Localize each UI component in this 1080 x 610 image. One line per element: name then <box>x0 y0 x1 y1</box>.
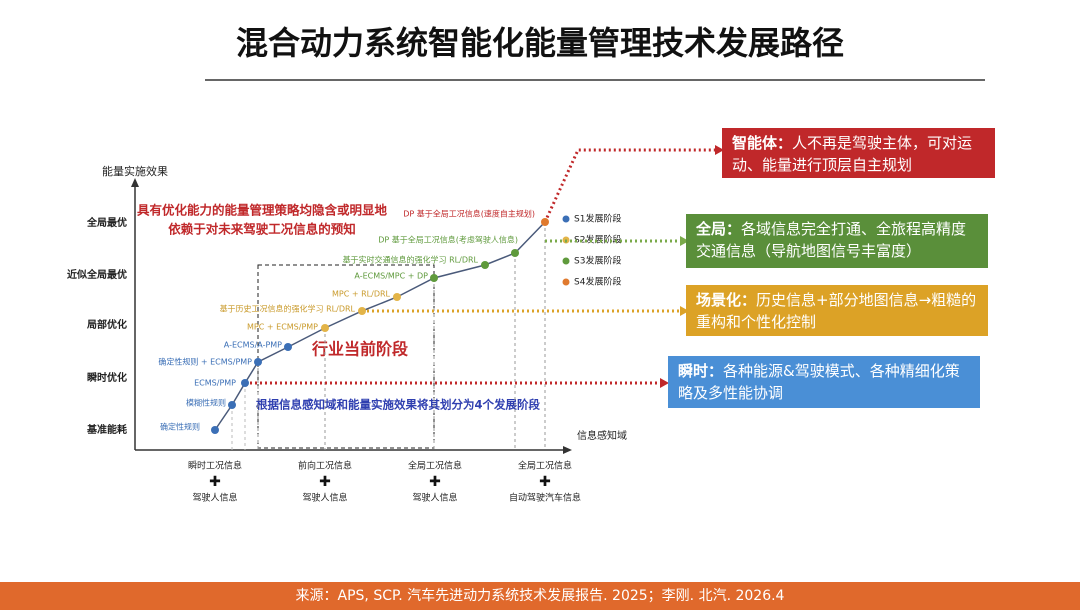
legend-label: S3发展阶段 <box>574 255 621 267</box>
x-group-top: 瞬时工况信息 <box>188 460 242 472</box>
y-axis-label: 能量实施效果 <box>102 164 168 178</box>
box-text: 各种能源&驾驶模式、各种精细化策略及多性能协调 <box>678 362 960 402</box>
plus: ✚ <box>209 474 221 490</box>
point <box>211 426 219 434</box>
point-label: 基于实时交通信息的强化学习 RL/DRL <box>343 255 479 265</box>
point-label: 确定性规则 + ECMS/PMP <box>158 357 252 367</box>
point <box>241 379 249 387</box>
arrow-head <box>680 236 689 246</box>
arrow-head <box>715 145 724 155</box>
stage-note: 根据信息感知域和能量实施效果将其划分为4个发展阶段 <box>256 398 540 412</box>
point <box>430 274 438 282</box>
info-box: 场景化：历史信息+部分地图信息→粗糙的重构和个性化控制 <box>686 285 988 336</box>
point <box>541 218 549 226</box>
box-text: 人不再是驾驶主体，可对运动、能量进行顶层自主规划 <box>732 134 973 174</box>
plus: ✚ <box>429 474 441 490</box>
x-group-bottom: 驾驶人信息 <box>192 492 237 504</box>
legend-label: S4发展阶段 <box>574 276 621 288</box>
box-heading: 瞬时： <box>678 362 724 380</box>
point <box>321 324 329 332</box>
x-group-top: 全局工况信息 <box>518 460 572 472</box>
point-label: DP 基于全局工况信息(速度自主规划) <box>403 209 535 219</box>
point <box>358 307 366 315</box>
x-group-bottom: 驾驶人信息 <box>412 492 457 504</box>
point <box>511 249 519 257</box>
point-label: MPC + ECMS/PMP <box>247 323 318 332</box>
box-text: 各域信息完全打通、全旅程高精度交通信息（导航地图信号丰富度） <box>696 220 967 260</box>
y-level: 局部优化 <box>86 318 127 331</box>
point-label: ECMS/PMP <box>194 379 236 388</box>
point-label: A-ECMS/A-PMP <box>224 341 282 350</box>
box-heading: 智能体： <box>732 134 793 152</box>
point-label: DP 基于全局工况信息(考虑驾驶人信息) <box>378 235 518 245</box>
y-arrow <box>131 178 139 187</box>
x-group-bottom: 自动驾驶汽车信息 <box>509 492 581 504</box>
note: 依赖于对未来驾驶工况信息的预知 <box>168 222 356 237</box>
arrow-head <box>660 378 669 388</box>
box-text: 历史信息+部分地图信息→粗糙的重构和个性化控制 <box>696 291 977 331</box>
point <box>284 343 292 351</box>
footer: 来源：APS, SCP. 汽车先进动力系统技术发展报告. 2025；李刚. 北汽… <box>0 582 1080 610</box>
path-line <box>214 221 546 431</box>
current-stage: 行业当前阶段 <box>311 340 409 359</box>
box-heading: 全局： <box>696 220 742 238</box>
box-heading: 场景化： <box>696 291 757 309</box>
x-axis-label: 信息感知域 <box>577 429 627 442</box>
point <box>228 401 236 409</box>
point <box>481 261 489 269</box>
y-level: 近似全局最优 <box>67 268 127 281</box>
info-box: 智能体：人不再是驾驶主体，可对运动、能量进行顶层自主规划 <box>722 128 995 178</box>
dotted-arrow <box>543 148 715 223</box>
legend-label: S1发展阶段 <box>574 213 621 225</box>
plus: ✚ <box>539 474 551 490</box>
y-level: 基准能耗 <box>86 423 127 436</box>
y-level: 瞬时优化 <box>87 371 127 384</box>
plus: ✚ <box>319 474 331 490</box>
title: 混合动力系统智能化能量管理技术发展路径 <box>235 24 844 62</box>
arrow-head <box>680 306 689 316</box>
info-box: 瞬时：各种能源&驾驶模式、各种精细化策略及多性能协调 <box>668 356 980 408</box>
legend-dot <box>562 257 570 265</box>
point-label: 确定性规则 <box>160 422 200 432</box>
legend-dot <box>562 215 570 223</box>
note: 具有优化能力的能量管理策略均隐含或明显地 <box>136 203 388 218</box>
point <box>254 358 262 366</box>
info-box: 全局：各域信息完全打通、全旅程高精度交通信息（导航地图信号丰富度） <box>686 214 988 268</box>
point-label: 基于历史工况信息的强化学习 RL/DRL <box>220 304 356 314</box>
x-group-bottom: 驾驶人信息 <box>302 492 347 504</box>
x-group-top: 全局工况信息 <box>408 460 462 472</box>
x-group-top: 前向工况信息 <box>298 460 352 472</box>
y-level: 全局最优 <box>86 216 127 229</box>
legend-dot <box>562 278 570 286</box>
point <box>393 293 401 301</box>
point-label: MPC + RL/DRL <box>332 290 391 299</box>
x-arrow <box>563 446 572 454</box>
point-label: A-ECMS/MPC + DP <box>354 272 428 281</box>
point-label: 模糊性规则 <box>186 398 226 408</box>
